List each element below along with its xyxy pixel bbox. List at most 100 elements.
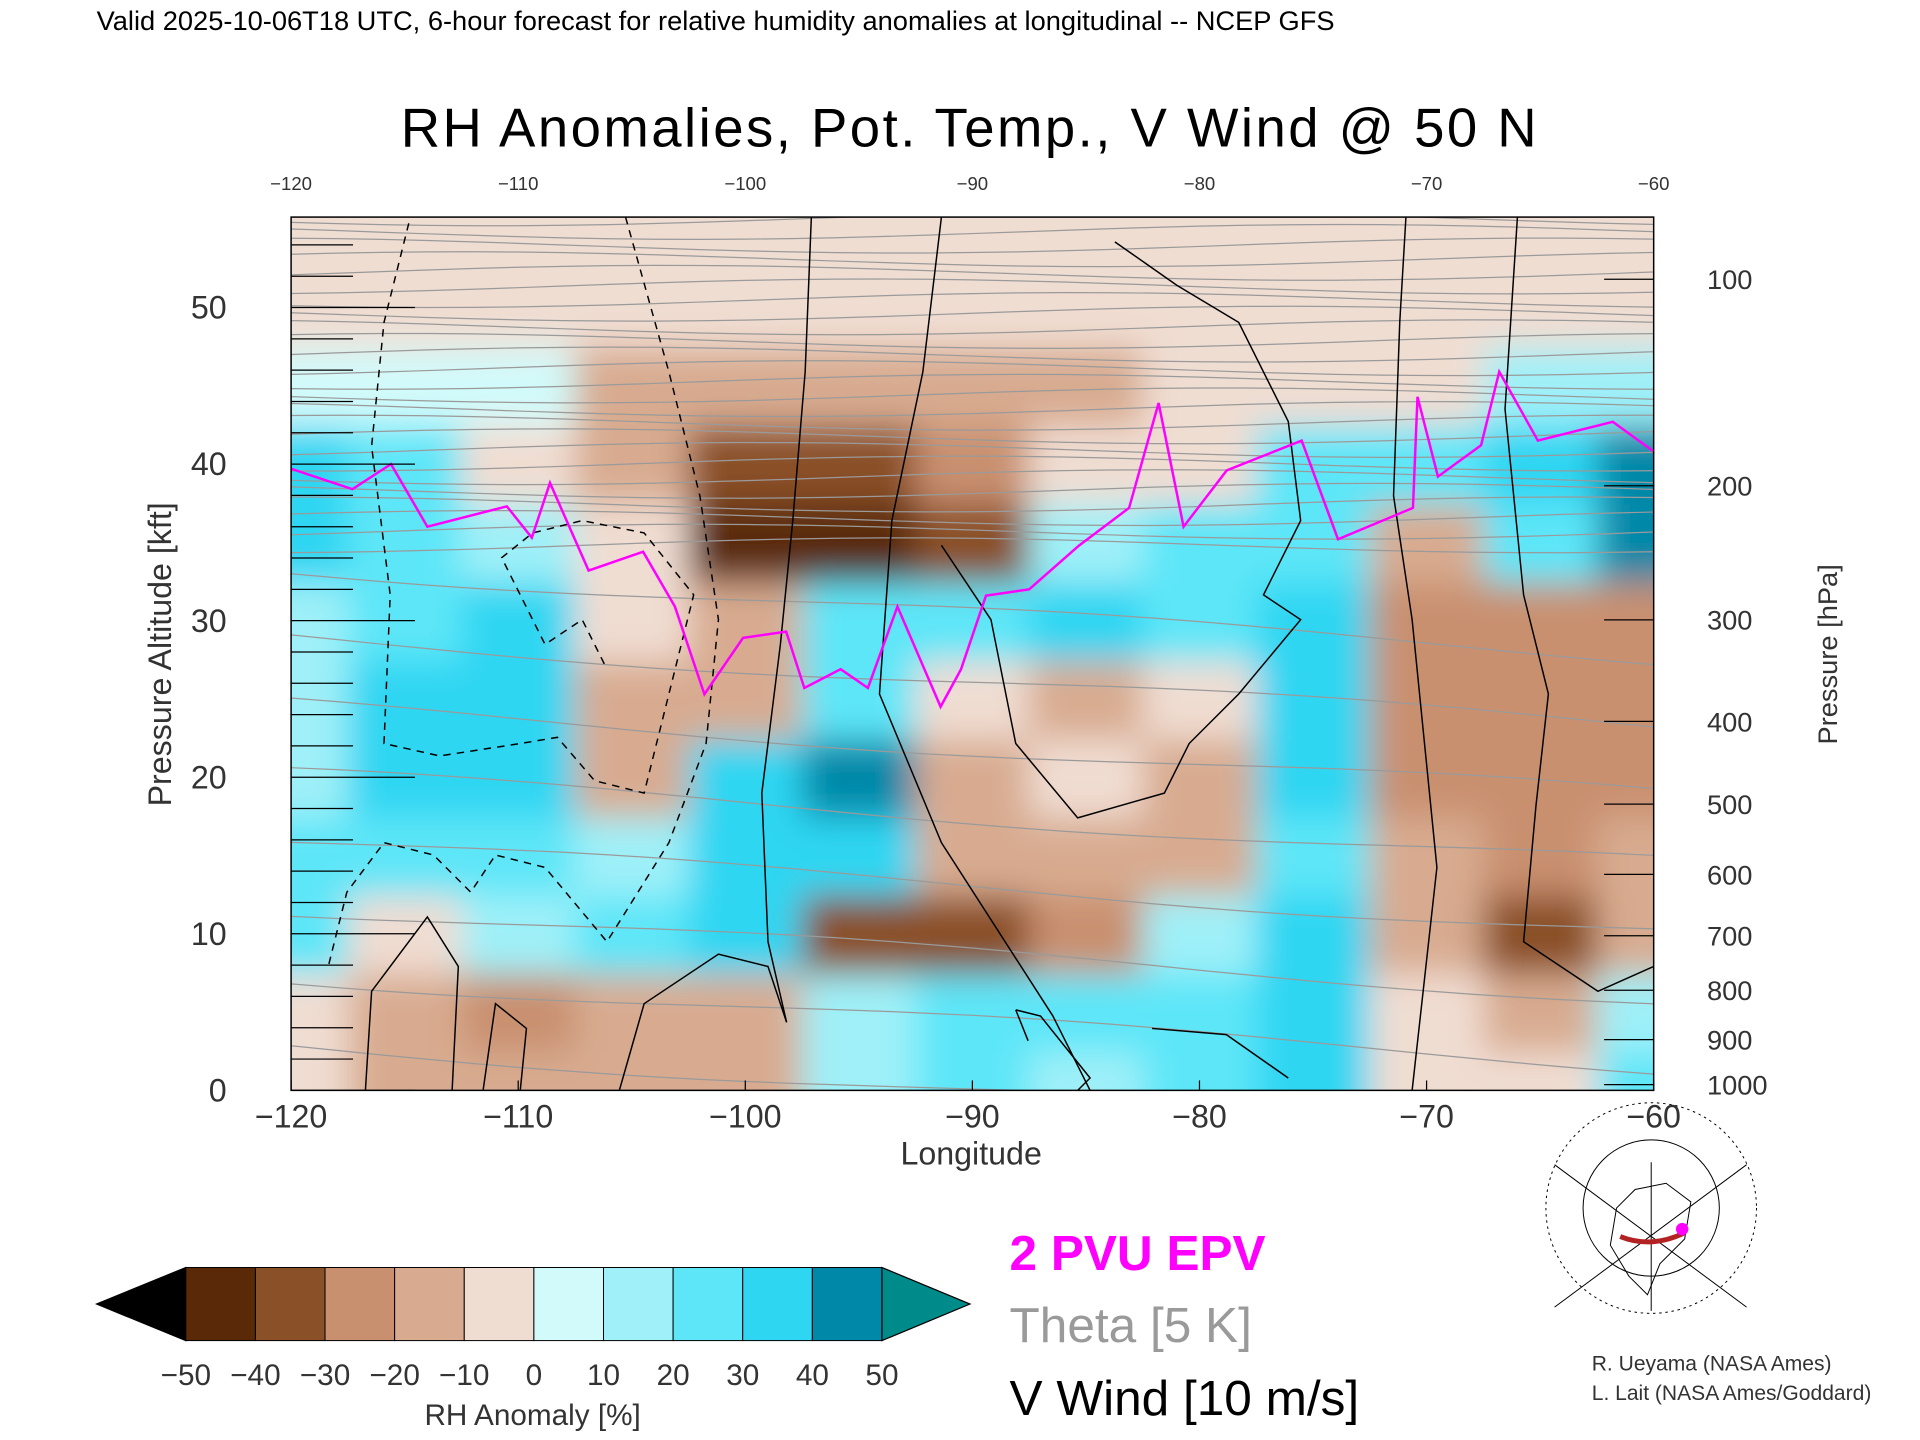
v-wind-contour	[878, 217, 1091, 1091]
heatmap-cell	[1256, 816, 1372, 896]
colorbar-segment	[463, 1267, 535, 1342]
heatmap-cell	[347, 581, 463, 662]
heatmap-cell	[802, 659, 917, 740]
theta-contour	[291, 510, 1654, 527]
heatmap-cell	[461, 894, 577, 975]
heatmap-cell	[802, 738, 917, 818]
heatmap-cell	[1029, 972, 1144, 1053]
heatmap-cell	[461, 972, 577, 1053]
heatmap-cell	[1029, 503, 1144, 583]
colorbar-tick-label: 0	[526, 1359, 543, 1392]
x-tick-label: −100	[709, 1099, 782, 1135]
colorbar-tick-label: 40	[796, 1359, 829, 1392]
theta-contour	[291, 428, 1654, 445]
heatmap-cell	[1483, 894, 1599, 975]
heatmap-cell	[688, 581, 804, 662]
heatmap-cell	[461, 217, 577, 270]
heatmap-cell	[688, 424, 804, 505]
heatmap-cell	[291, 1051, 350, 1091]
x-tick-label: −90	[945, 1099, 1000, 1135]
heatmap-cell	[1029, 738, 1144, 818]
heatmap-cell	[915, 268, 1031, 348]
theta-contour	[291, 767, 1654, 857]
v-wind-contour	[1392, 217, 1438, 1091]
heatmap-cell	[1596, 816, 1654, 896]
heatmap-cell	[1596, 581, 1654, 662]
colorbar-segment	[185, 1267, 256, 1342]
v-wind-contour	[761, 217, 813, 1023]
colorbar-tick-label: −50	[161, 1359, 211, 1392]
theta-contour	[291, 915, 1654, 1005]
heatmap-cell	[1483, 581, 1599, 662]
heatmap-cell	[802, 268, 917, 348]
x-tick-label: −120	[255, 1099, 328, 1135]
y-tick-label: 20	[191, 759, 227, 795]
heatmap-cell	[1142, 217, 1258, 270]
heatmap-cell	[291, 894, 350, 975]
credit-line-2: L. Lait (NASA Ames/Goddard)	[1592, 1382, 1872, 1405]
heatmap-cell	[688, 972, 804, 1053]
x-top-tick-label: −100	[724, 173, 766, 194]
colorbar-segment	[742, 1267, 813, 1342]
theta-contour	[291, 251, 1654, 268]
heatmap-cell	[915, 738, 1031, 818]
colorbar: −50 −40 −30 −20 −10 0 10 20 30 40 50	[94, 1266, 972, 1392]
x-axis-label: Longitude	[900, 1136, 1041, 1172]
heatmap-cell	[1142, 972, 1258, 1053]
v-wind-contour	[482, 1002, 528, 1091]
heatmap-cell	[915, 816, 1031, 896]
heatmap-cell	[291, 659, 350, 740]
heatmap-cell	[461, 581, 577, 662]
v-wind-contour	[940, 241, 1302, 819]
heatmap-cell	[1483, 424, 1599, 505]
colorbar-tick-label: 50	[865, 1359, 898, 1392]
heatmap-cell	[1029, 581, 1144, 662]
heatmap-cell	[915, 659, 1031, 740]
heatmap-cell	[1369, 659, 1485, 740]
v-wind-contours	[327, 217, 1654, 1091]
y-tick-label: 30	[191, 603, 227, 639]
theta-contour	[291, 401, 1654, 418]
theta-contour	[291, 983, 1654, 1075]
heatmap-cell	[1596, 424, 1654, 505]
y-tick-label: 40	[191, 446, 227, 482]
colorbar-segment	[811, 1267, 883, 1342]
axes: −120 −120 −110 −110 −100 −100 −90 −90 −80 −80 −70 −…	[191, 173, 1768, 1135]
heatmap-cell	[1483, 1051, 1599, 1091]
epv-2pvu-line	[291, 368, 1654, 710]
theta-contours	[291, 217, 1654, 1091]
heatmap-cell	[574, 659, 690, 740]
heatmap-cell	[1256, 738, 1372, 818]
heatmap-cell	[461, 503, 577, 583]
theta-contour	[291, 496, 1654, 513]
colorbar-tick-label: −20	[369, 1359, 419, 1392]
heatmap-cell	[1369, 972, 1485, 1053]
plot-area	[291, 217, 1654, 1091]
heatmap-cell	[574, 581, 690, 662]
x-top-tick-label: −70	[1411, 173, 1443, 194]
heatmap-cell	[1596, 894, 1654, 975]
theta-contour	[291, 523, 1654, 540]
heatmap-cell	[802, 346, 917, 427]
heatmap-cell	[574, 268, 690, 348]
colorbar-segment	[254, 1267, 326, 1342]
v-wind-contour-negative	[327, 217, 720, 967]
heatmap-cell	[1369, 816, 1485, 896]
heatmap-cell	[1596, 217, 1654, 270]
heatmap-cell	[1256, 217, 1372, 270]
heatmap-cell	[347, 816, 463, 896]
y2-tick-label: 700	[1707, 921, 1752, 952]
heatmap-cell	[1483, 217, 1599, 270]
theta-contour	[291, 360, 1654, 377]
heatmap-cell	[1256, 346, 1372, 427]
heatmap-cell	[347, 346, 463, 427]
theta-contour	[291, 482, 1654, 499]
heatmap-cell	[1596, 346, 1654, 427]
heatmap-cell	[291, 217, 350, 270]
heatmap-cell	[1142, 268, 1258, 348]
heatmap-cell	[688, 738, 804, 818]
heatmap-cell	[1369, 894, 1485, 975]
heatmap-cell	[347, 659, 463, 740]
theta-contour	[291, 841, 1654, 930]
y2-tick-label: 300	[1707, 605, 1752, 636]
